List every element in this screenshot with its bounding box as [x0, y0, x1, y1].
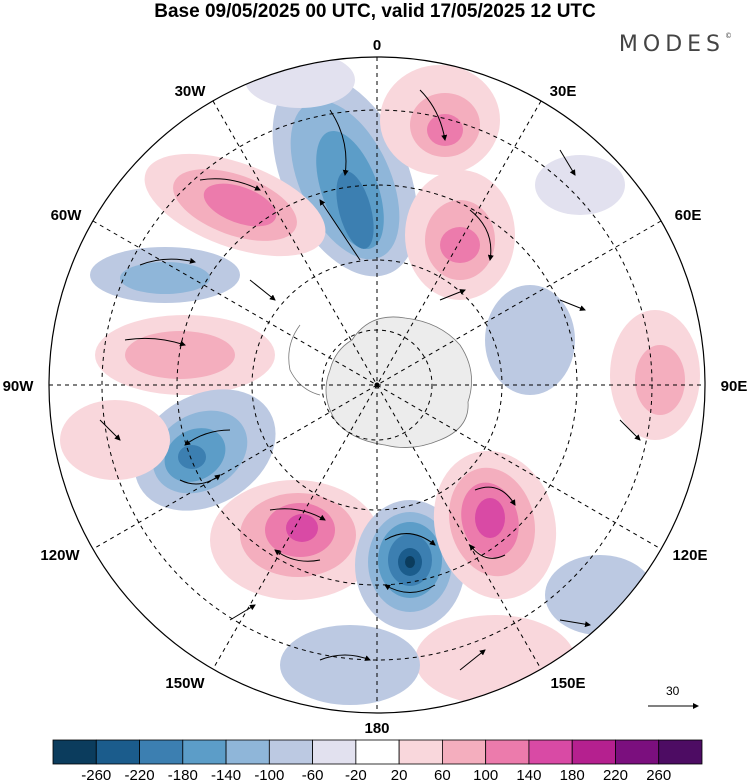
- colorbar-tick-label: 100: [473, 767, 499, 784]
- anomaly-positive-extra: [60, 57, 700, 705]
- antarctic-peninsula-outline: [288, 324, 321, 396]
- colorbar-swatch: [225, 739, 270, 765]
- colorbar-swatch: [398, 739, 443, 765]
- colorbar-swatch: [182, 739, 227, 765]
- colorbar-tick-label: -20: [345, 767, 367, 784]
- map-border: [48, 56, 706, 714]
- colorbar-tick-label: -180: [167, 767, 198, 784]
- label-90w: 90W: [3, 378, 35, 395]
- colorbar-swatch: [485, 739, 530, 765]
- anomaly-positive-3: [144, 153, 326, 257]
- anomaly-positive-5: [95, 315, 275, 395]
- colorbar-swatch: [658, 739, 703, 765]
- label-90e: 90E: [721, 378, 748, 395]
- modes-logo: MODES©: [618, 32, 732, 57]
- colorbar-swatch: [355, 739, 400, 765]
- label-30e: 30E: [550, 83, 577, 100]
- anomaly-positive-7: [210, 480, 380, 600]
- label-120e: 120E: [672, 547, 707, 564]
- colorbar-swatch: [52, 739, 97, 765]
- anomaly-negative-extra: [280, 155, 655, 705]
- map-title: Base 09/05/2025 00 UTC, valid 17/05/2025…: [154, 1, 596, 22]
- colorbar: [52, 739, 703, 765]
- colorbar-tick-label: -260: [81, 767, 112, 784]
- wind-vectors: [99, 89, 641, 671]
- colorbar-swatch: [95, 739, 140, 765]
- south-pole-marker: [374, 382, 380, 388]
- colorbar-swatch: [571, 739, 616, 765]
- colorbar-swatch: [615, 739, 660, 765]
- colorbar-swatch: [268, 739, 314, 765]
- label-120w: 120W: [40, 547, 80, 564]
- antarctica-landmass: [325, 316, 472, 448]
- anomaly-negative-6: [134, 389, 276, 511]
- colorbar-swatch: [139, 739, 184, 765]
- colorbar-tick-label: 140: [516, 767, 542, 784]
- label-30w: 30W: [175, 83, 207, 100]
- colorbar-tick-label: -60: [301, 767, 324, 784]
- anomaly-negative-4: [90, 247, 240, 303]
- colorbar-swatch: [312, 739, 357, 765]
- colorbar-swatch: [528, 739, 573, 765]
- colorbar-tick-label: 220: [602, 767, 628, 784]
- colorbar-tick-label: 260: [646, 767, 672, 784]
- colorbar-tick-label: -140: [211, 767, 242, 784]
- colorbar-tick-label: 60: [434, 767, 451, 784]
- colorbar-tick-label: 20: [390, 767, 408, 784]
- label-180: 180: [364, 720, 389, 737]
- anomaly-positive-2: [405, 170, 515, 300]
- graticule: [49, 57, 705, 713]
- colorbar-tick-label: -220: [124, 767, 155, 784]
- colorbar-swatch: [441, 739, 487, 765]
- label-60e: 60E: [675, 207, 702, 224]
- reference-vector-label: 30: [666, 684, 680, 698]
- label-150e: 150E: [550, 675, 585, 692]
- label-150w: 150W: [165, 675, 205, 692]
- colorbar-tick-label: -100: [254, 767, 285, 784]
- colorbar-tick-label: 180: [559, 767, 585, 784]
- label-0: 0: [373, 37, 381, 54]
- label-60w: 60W: [51, 207, 83, 224]
